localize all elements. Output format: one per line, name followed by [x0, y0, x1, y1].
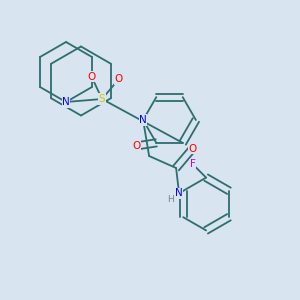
Text: N: N — [139, 115, 147, 125]
Text: H: H — [167, 195, 173, 204]
Text: O: O — [87, 71, 96, 82]
Text: F: F — [190, 159, 196, 169]
Text: N: N — [62, 97, 70, 107]
Text: S: S — [99, 94, 105, 104]
Text: O: O — [188, 143, 197, 154]
Text: N: N — [175, 188, 183, 199]
Text: O: O — [133, 141, 141, 151]
Text: O: O — [114, 74, 123, 85]
